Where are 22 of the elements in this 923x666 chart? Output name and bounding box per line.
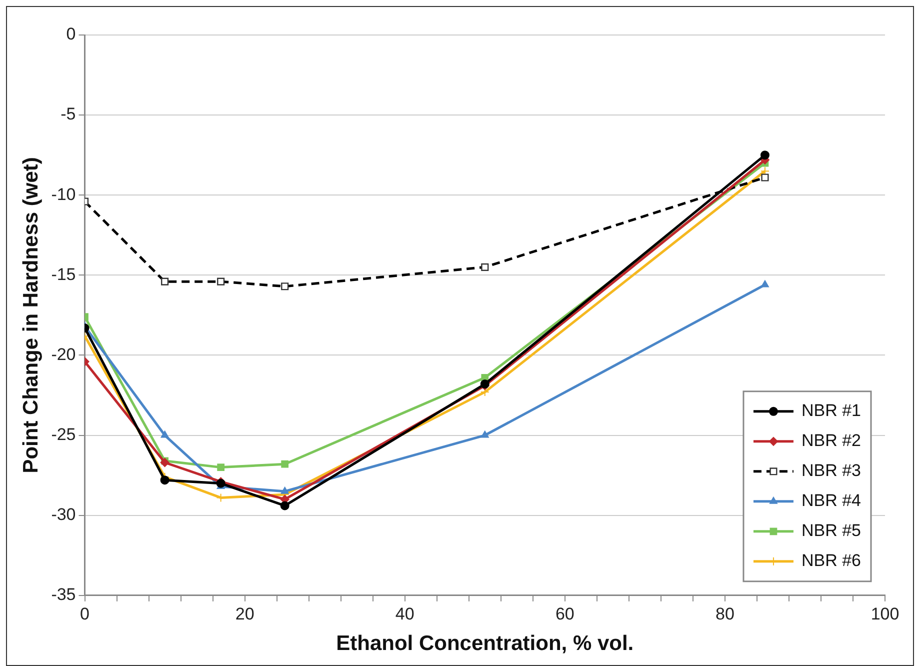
y-tick-label: -15 [51, 264, 76, 284]
x-tick-label: 100 [870, 604, 900, 624]
legend-label: NBR #1 [801, 401, 862, 420]
x-tick-label: 20 [235, 604, 254, 624]
y-tick-label: 0 [66, 24, 76, 44]
y-tick-label: -35 [51, 585, 76, 604]
y-tick-label: -25 [51, 424, 76, 444]
y-axis-title: Point Change in Hardness (wet) [19, 157, 42, 474]
legend-label: NBR #5 [801, 521, 862, 540]
legend-label: NBR #3 [801, 461, 862, 480]
legend-label: NBR #6 [801, 551, 862, 570]
x-tick-label: 0 [80, 604, 90, 624]
y-tick-label: -10 [51, 184, 76, 204]
x-tick-label: 60 [555, 604, 574, 624]
legend-label: NBR #4 [801, 491, 862, 510]
y-tick-label: -30 [51, 505, 76, 524]
x-axis-title: Ethanol Concentration, % vol. [336, 632, 634, 656]
y-tick-label: -5 [60, 104, 76, 124]
x-tick-label: 40 [395, 604, 414, 624]
y-tick-label: -20 [51, 344, 76, 364]
x-tick-label: 80 [715, 604, 734, 624]
legend-label: NBR #2 [801, 431, 862, 450]
